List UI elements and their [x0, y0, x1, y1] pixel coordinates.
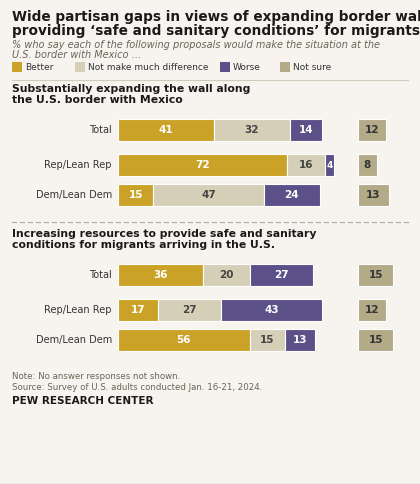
Text: Dem/Lean Dem: Dem/Lean Dem	[36, 190, 112, 200]
Text: 43: 43	[265, 305, 279, 315]
Bar	[358, 299, 386, 321]
Text: 13: 13	[366, 190, 381, 200]
Text: 16: 16	[299, 160, 313, 170]
Text: 27: 27	[182, 305, 197, 315]
Text: 15: 15	[368, 270, 383, 280]
Bar	[358, 154, 377, 176]
Text: 41: 41	[159, 125, 173, 135]
Text: Dem/Lean Dem: Dem/Lean Dem	[36, 335, 112, 345]
Bar	[118, 264, 202, 286]
Bar	[358, 119, 386, 141]
Text: 13: 13	[293, 335, 307, 345]
Bar	[287, 154, 325, 176]
Text: Not sure: Not sure	[293, 62, 331, 72]
Text: % who say each of the following proposals would make the situation at the: % who say each of the following proposal…	[12, 40, 380, 50]
Text: 15: 15	[129, 190, 143, 200]
Text: Total: Total	[89, 270, 112, 280]
Text: 15: 15	[368, 335, 383, 345]
Text: 17: 17	[131, 305, 145, 315]
Text: 24: 24	[285, 190, 299, 200]
Text: Wide partisan gaps in views of expanding border wall,: Wide partisan gaps in views of expanding…	[12, 10, 420, 24]
Text: 12: 12	[365, 125, 379, 135]
Bar	[118, 119, 214, 141]
Text: 27: 27	[274, 270, 289, 280]
Text: 72: 72	[195, 160, 210, 170]
Text: 20: 20	[219, 270, 234, 280]
Bar	[118, 154, 287, 176]
Bar	[214, 119, 289, 141]
Text: 56: 56	[176, 335, 191, 345]
Bar	[249, 264, 313, 286]
Text: Not make much difference: Not make much difference	[88, 62, 208, 72]
Text: Rep/Lean Rep: Rep/Lean Rep	[45, 160, 112, 170]
Text: 4: 4	[326, 161, 333, 169]
Bar	[358, 184, 388, 206]
Bar	[202, 264, 249, 286]
Bar	[220, 62, 230, 72]
Bar	[118, 184, 153, 206]
Text: Better: Better	[25, 62, 53, 72]
Bar	[118, 299, 158, 321]
Text: Worse: Worse	[233, 62, 261, 72]
Text: 12: 12	[365, 305, 379, 315]
Text: U.S. border with Mexico …: U.S. border with Mexico …	[12, 50, 142, 60]
Bar	[158, 299, 221, 321]
Text: Rep/Lean Rep: Rep/Lean Rep	[45, 305, 112, 315]
Text: providing ‘safe and sanitary conditions’ for migrants: providing ‘safe and sanitary conditions’…	[12, 24, 420, 38]
Text: PEW RESEARCH CENTER: PEW RESEARCH CENTER	[12, 396, 153, 406]
Bar	[358, 329, 393, 351]
Bar	[280, 62, 290, 72]
Bar	[249, 329, 285, 351]
Text: Substantially expanding the wall along: Substantially expanding the wall along	[12, 84, 250, 94]
Bar	[75, 62, 85, 72]
Bar	[285, 329, 315, 351]
Bar	[153, 184, 264, 206]
Bar	[325, 154, 334, 176]
Bar	[264, 184, 320, 206]
Text: 36: 36	[153, 270, 168, 280]
Text: Increasing resources to provide safe and sanitary: Increasing resources to provide safe and…	[12, 229, 317, 239]
Bar	[118, 329, 249, 351]
Text: 15: 15	[260, 335, 275, 345]
Bar	[289, 119, 323, 141]
Bar	[358, 264, 393, 286]
Text: 8: 8	[364, 160, 371, 170]
Text: the U.S. border with Mexico: the U.S. border with Mexico	[12, 95, 183, 105]
Bar	[12, 62, 22, 72]
Text: 14: 14	[299, 125, 313, 135]
Text: 32: 32	[245, 125, 259, 135]
Bar	[221, 299, 323, 321]
Text: 47: 47	[201, 190, 216, 200]
Text: Note: No answer responses not shown.: Note: No answer responses not shown.	[12, 372, 180, 381]
Text: Total: Total	[89, 125, 112, 135]
Text: Source: Survey of U.S. adults conducted Jan. 16-21, 2024.: Source: Survey of U.S. adults conducted …	[12, 383, 262, 392]
Text: conditions for migrants arriving in the U.S.: conditions for migrants arriving in the …	[12, 240, 275, 250]
